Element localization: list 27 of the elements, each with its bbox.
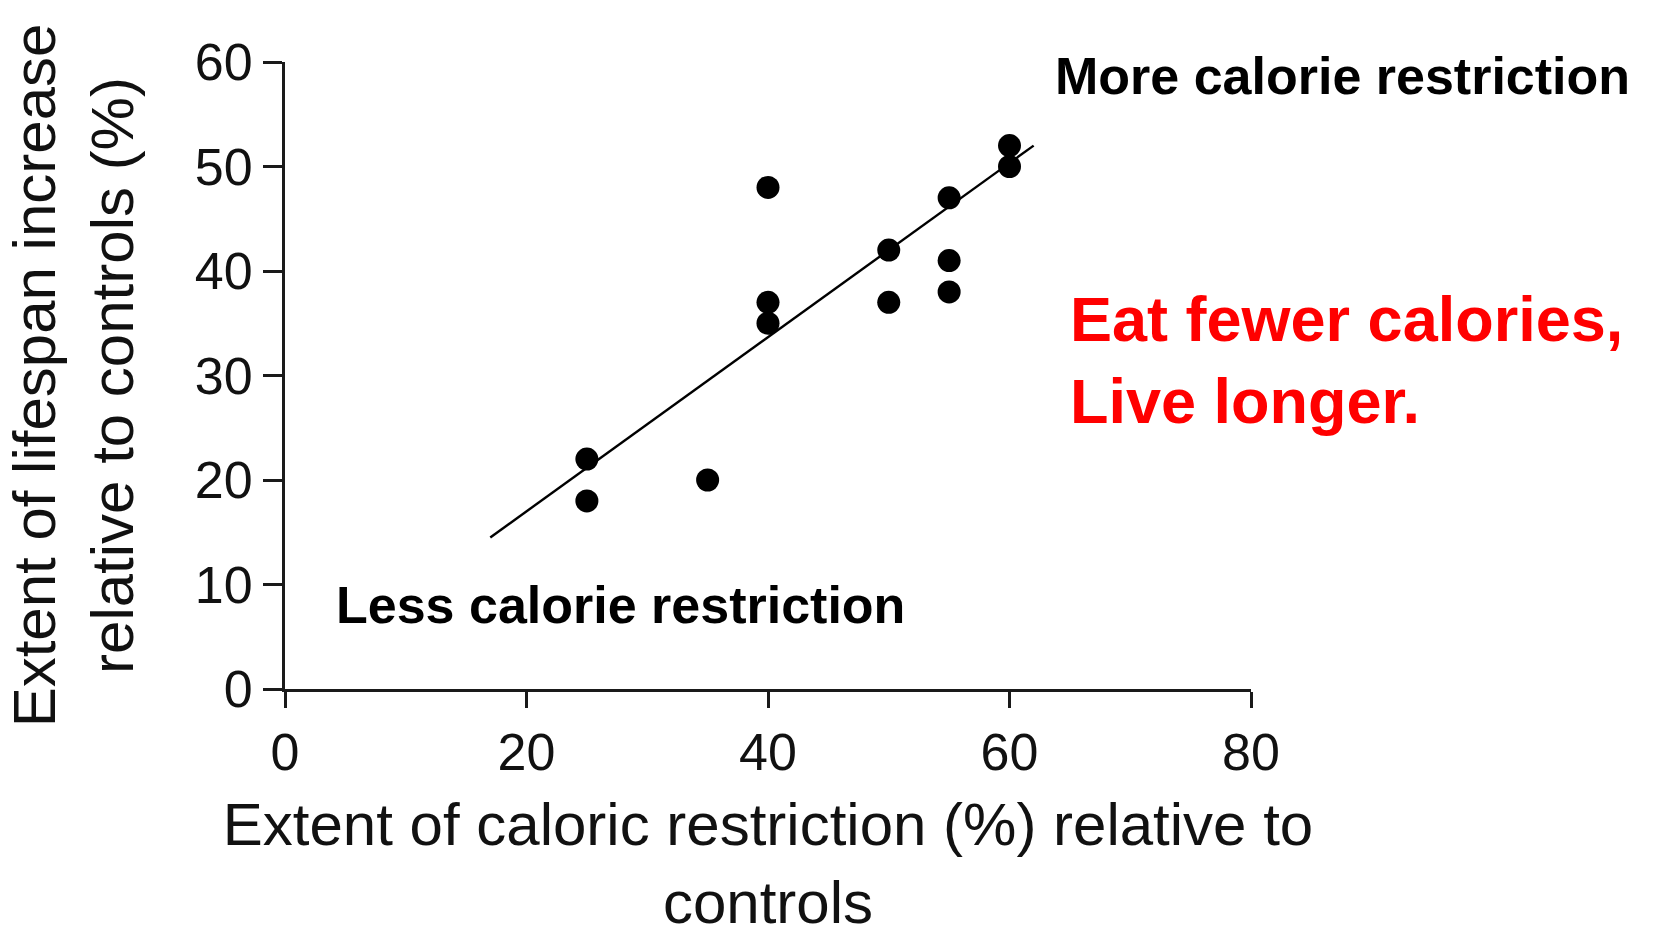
- point: [756, 311, 780, 335]
- x-tick-label: 40: [739, 723, 797, 782]
- annotation: Eat fewer calories, Live longer.: [1070, 284, 1624, 436]
- y-tick-label: 60: [194, 33, 253, 92]
- y-tick-label: 10: [194, 555, 253, 614]
- x-tick-label: 0: [270, 723, 300, 782]
- x-tick-label: 80: [1222, 723, 1280, 782]
- point: [998, 134, 1021, 158]
- point: [937, 280, 961, 304]
- point: [937, 249, 961, 273]
- annotation: Less calorie restriction: [336, 576, 906, 634]
- x-tick-label: 60: [980, 723, 1039, 782]
- point: [756, 290, 780, 314]
- y-axis-title: Extent of lifespan increase relative to controls (%): [1, 23, 147, 728]
- y-tick-label: 0: [223, 660, 253, 719]
- x-axis-title: Extent of caloric restriction (%) relative to controls: [222, 791, 1314, 936]
- annotation: More calorie restriction: [1055, 47, 1631, 105]
- y-tick-label: 40: [194, 242, 253, 301]
- y-tick-label: 50: [194, 137, 253, 196]
- point: [696, 468, 720, 492]
- y-tick-label: 30: [194, 346, 253, 405]
- y-tick-label: 20: [194, 451, 253, 510]
- point: [877, 290, 901, 314]
- point: [756, 175, 780, 199]
- point: [575, 489, 599, 513]
- point: [937, 186, 961, 210]
- x-tick-label: 20: [497, 723, 556, 782]
